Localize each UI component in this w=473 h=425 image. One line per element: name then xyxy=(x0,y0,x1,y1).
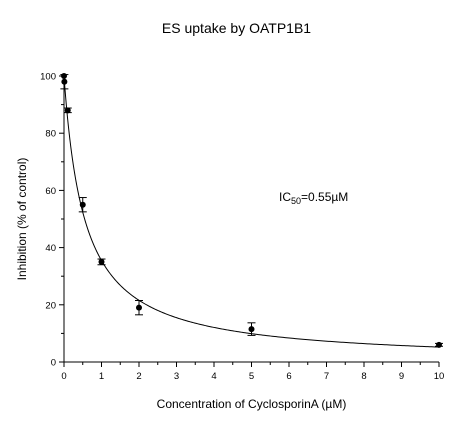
data-point xyxy=(79,201,86,208)
y-tick-label: 80 xyxy=(45,129,56,140)
data-point xyxy=(61,78,68,85)
x-tick-label: 1 xyxy=(99,371,104,382)
y-tick-label: 60 xyxy=(45,186,56,197)
x-tick-label: 8 xyxy=(361,371,366,382)
data-point xyxy=(98,258,105,265)
fit-curve xyxy=(63,75,440,348)
x-tick-label: 0 xyxy=(61,371,66,382)
data-point xyxy=(64,107,71,114)
data-point xyxy=(436,341,442,348)
y-tick-label: 20 xyxy=(45,300,56,311)
y-axis-label: Inhibition (% of control) xyxy=(15,158,29,281)
x-tick-label: 10 xyxy=(434,371,445,382)
data-point xyxy=(248,326,255,333)
x-tick-label: 7 xyxy=(324,371,329,382)
x-axis-label: Concentration of CyclosporinA (µM) xyxy=(157,397,347,411)
x-tick-label: 4 xyxy=(211,371,216,382)
x-tick-label: 3 xyxy=(174,371,179,382)
x-tick-label: 9 xyxy=(399,371,404,382)
data-points-layer xyxy=(60,73,443,348)
y-tick-label: 100 xyxy=(40,72,56,83)
chart-title: ES uptake by OATP1B1 xyxy=(161,20,312,36)
y-tick-label: 40 xyxy=(45,243,56,254)
axes xyxy=(59,75,440,367)
x-tick-label: 2 xyxy=(136,371,141,382)
fit-curve-layer xyxy=(63,75,440,348)
data-point xyxy=(136,304,142,311)
x-tick-label: 6 xyxy=(286,371,291,382)
ic50-annotation: IC50=0.55µM xyxy=(279,190,348,206)
x-tick-label: 5 xyxy=(249,371,254,382)
y-tick-label: 0 xyxy=(51,358,56,369)
